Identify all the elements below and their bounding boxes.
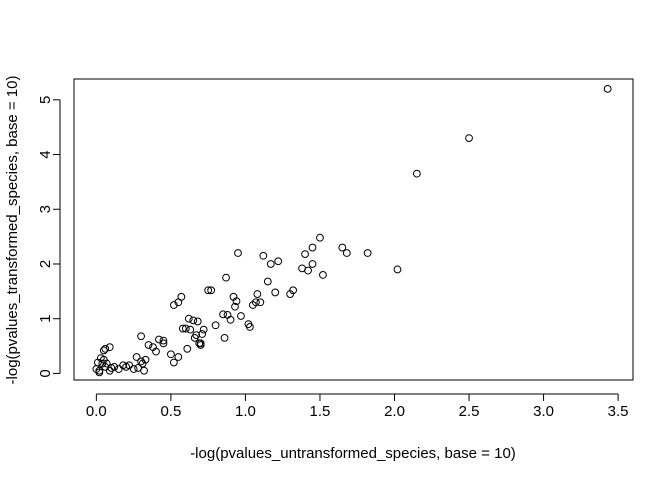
data-point [319, 271, 327, 279]
x-axis-label: -log(pvalues_untransformed_species, base… [190, 445, 516, 462]
data-point [166, 350, 175, 359]
data-point [207, 286, 216, 295]
data-point [101, 362, 110, 371]
data-point [140, 366, 148, 375]
data-point [338, 243, 347, 252]
data-point [245, 323, 254, 331]
data-point [183, 344, 192, 353]
x-axis: 0.0 0.5 1.0 1.5 2.0 2.5 3.0 3.5 [86, 393, 629, 420]
data-point [193, 317, 202, 326]
data-point [234, 249, 242, 257]
data-points [92, 84, 612, 377]
data-point [308, 260, 317, 268]
data-point [196, 339, 205, 348]
data-point [412, 169, 421, 178]
x-tick-label: 2.0 [384, 403, 405, 420]
data-point [304, 266, 312, 275]
data-point [110, 362, 119, 371]
data-point [186, 325, 195, 334]
data-point [132, 353, 141, 361]
data-point [342, 249, 351, 257]
data-point [129, 365, 138, 373]
data-point [181, 324, 190, 333]
data-point [137, 357, 145, 366]
data-point [155, 335, 163, 344]
data-point [184, 314, 193, 323]
data-point [237, 312, 245, 320]
data-point [101, 344, 110, 353]
data-point [169, 358, 178, 367]
data-point [105, 343, 114, 352]
data-point [198, 330, 207, 338]
data-point [190, 333, 199, 342]
data-point [211, 321, 220, 330]
data-point [178, 324, 187, 333]
x-tick-label: 1.5 [310, 403, 331, 420]
data-point [271, 288, 280, 297]
data-point [152, 347, 160, 356]
data-point [177, 292, 186, 301]
data-point [189, 316, 198, 325]
data-point [253, 290, 262, 298]
data-point [232, 297, 241, 306]
y-tick-label: 3 [37, 205, 54, 213]
data-point [144, 341, 153, 349]
y-tick-label: 0 [37, 369, 54, 377]
plot-frame [73, 78, 634, 381]
data-point [363, 249, 372, 257]
data-point [223, 310, 232, 319]
data-point [465, 134, 473, 143]
data-point [105, 366, 114, 375]
data-point [219, 310, 227, 319]
data-point [266, 260, 275, 268]
x-tick-label: 1.0 [235, 403, 256, 420]
data-point [159, 336, 168, 345]
data-point [226, 315, 235, 324]
data-point [95, 368, 104, 377]
data-point [114, 365, 123, 373]
data-point [316, 233, 324, 242]
data-point [301, 250, 309, 259]
data-point [159, 339, 168, 348]
x-tick-label: 3.5 [608, 403, 629, 420]
data-point [308, 243, 317, 252]
data-point [251, 298, 260, 307]
data-point [289, 286, 298, 295]
x-tick-label: 2.5 [459, 403, 480, 420]
data-point [174, 353, 183, 361]
y-tick-label: 4 [37, 150, 54, 158]
data-point [169, 301, 178, 309]
data-point [141, 355, 150, 364]
data-point [393, 265, 402, 274]
data-point [231, 302, 239, 311]
data-point [99, 346, 108, 355]
data-point [196, 341, 205, 349]
y-axis-label: -log(pvalues_transformed_species, base =… [4, 76, 21, 385]
data-point [137, 332, 145, 341]
x-tick-label: 0.0 [86, 403, 107, 420]
x-tick-label: 0.5 [160, 403, 181, 420]
y-tick-label: 2 [37, 260, 54, 268]
data-point [222, 273, 230, 282]
y-tick-label: 5 [37, 96, 54, 104]
data-point [125, 361, 134, 370]
data-point [204, 286, 213, 295]
y-tick-label: 1 [37, 315, 54, 323]
data-point [220, 333, 229, 342]
data-point [199, 325, 208, 334]
data-point [603, 84, 612, 93]
data-point [256, 298, 265, 307]
data-point [259, 251, 268, 260]
y-axis: 0 1 2 3 4 5 [37, 96, 61, 378]
x-tick-label: 3.0 [533, 403, 554, 420]
data-point [274, 257, 283, 266]
data-point [263, 277, 272, 286]
